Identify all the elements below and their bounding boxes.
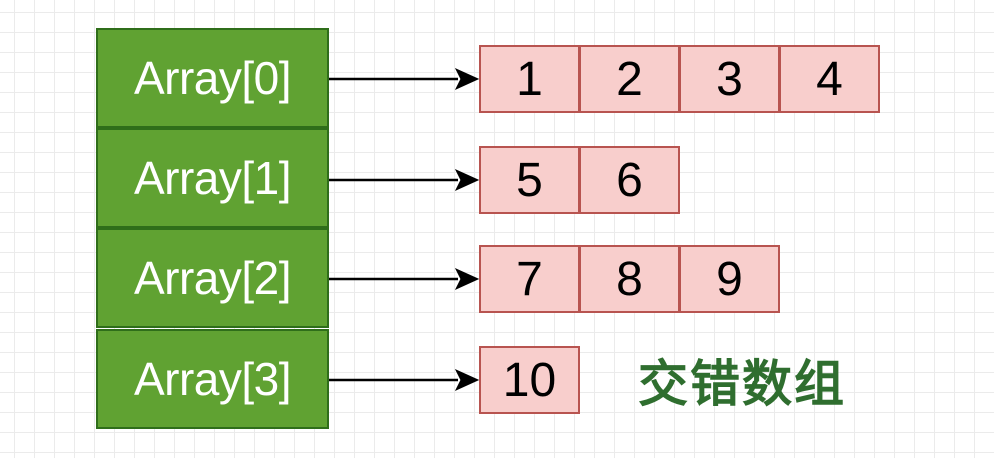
- diagram-caption: 交错数组: [638, 355, 846, 413]
- value-cell-1-1: 6: [579, 146, 680, 214]
- index-cell-0: Array[0]: [96, 28, 329, 128]
- arrow-row-1: [329, 168, 480, 192]
- index-cell-1: Array[1]: [96, 128, 329, 228]
- value-cell-2-0: 7: [479, 245, 580, 313]
- value-cell-2-2: 9: [679, 245, 780, 313]
- arrow-row-2: [329, 267, 480, 291]
- value-cell-0-3: 4: [779, 45, 880, 113]
- arrow-row-0: [329, 67, 480, 91]
- value-cell-2-1: 8: [579, 245, 680, 313]
- index-cell-2: Array[2]: [96, 228, 329, 328]
- value-cell-3-0: 10: [479, 346, 580, 414]
- value-cell-0-0: 1: [479, 45, 580, 113]
- value-cell-0-1: 2: [579, 45, 680, 113]
- value-cell-0-2: 3: [679, 45, 780, 113]
- arrow-row-3: [329, 368, 480, 392]
- index-cell-3: Array[3]: [96, 329, 329, 429]
- value-cell-1-0: 5: [479, 146, 580, 214]
